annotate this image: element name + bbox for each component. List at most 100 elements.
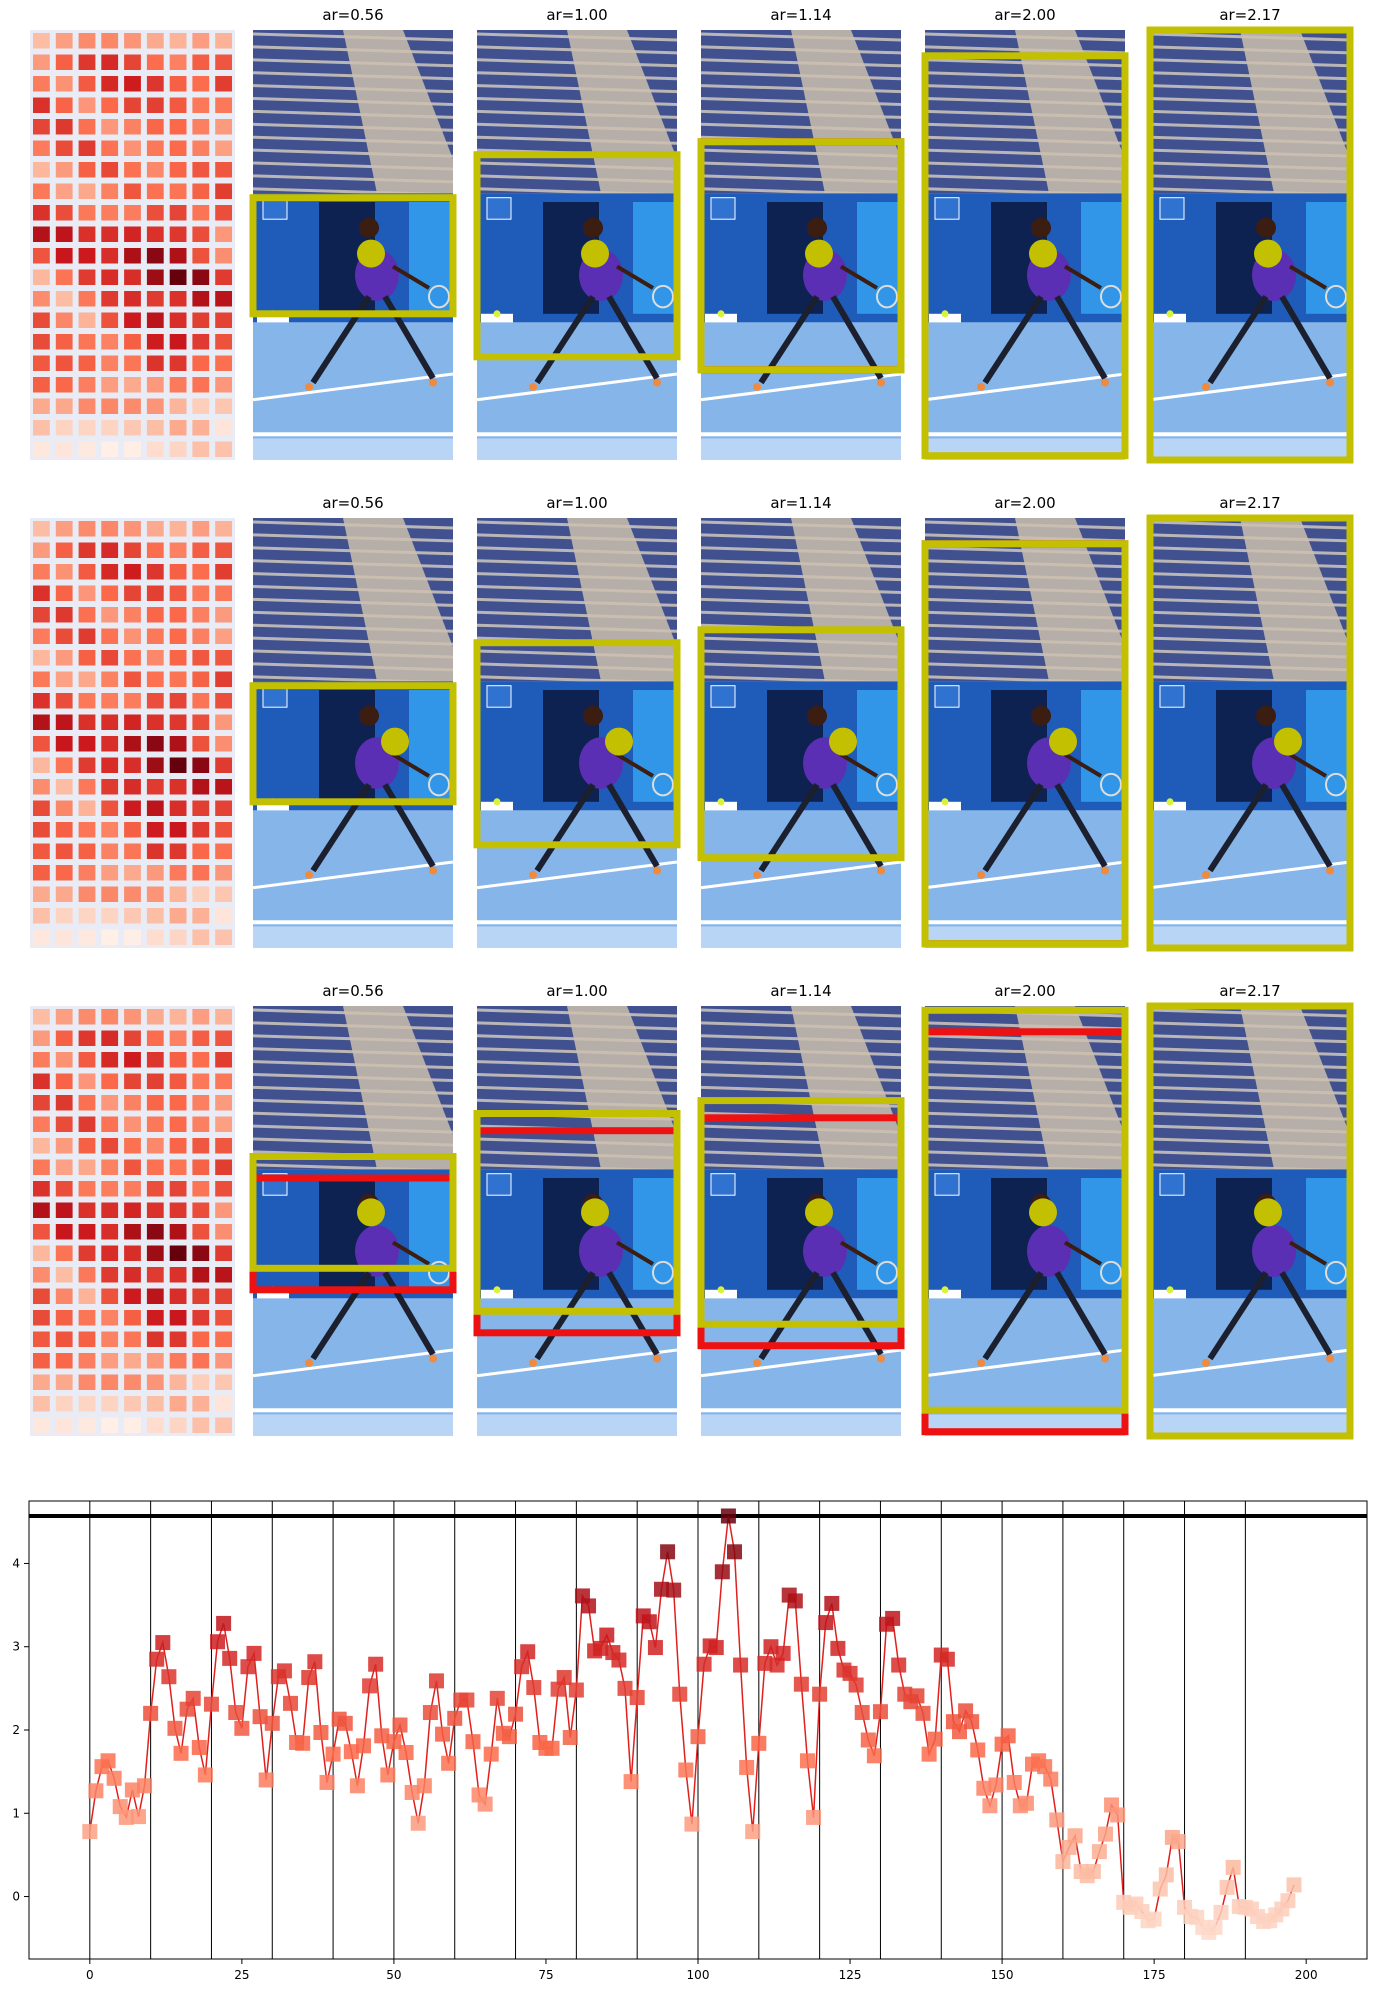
- heatmap-cell: [146, 800, 164, 816]
- heatmap-cell: [33, 1009, 50, 1025]
- data-point-marker: [757, 1655, 773, 1671]
- heatmap-cell: [124, 205, 141, 221]
- heatmap-cell: [124, 97, 141, 113]
- heatmap-cell: [124, 248, 141, 264]
- heatmap-cell: [215, 1331, 232, 1347]
- heatmap-cell: [215, 1353, 232, 1369]
- heatmap-cell: [124, 736, 141, 752]
- data-point-marker: [988, 1777, 1004, 1793]
- heatmap-cell: [33, 205, 50, 221]
- yellow-crop-box: [249, 194, 457, 318]
- x-tick-label: 100: [687, 1968, 710, 1982]
- yellow-crop-box: [697, 626, 905, 862]
- heatmap-cell: [146, 1288, 164, 1304]
- heatmap-cell: [101, 1353, 119, 1369]
- heatmap-cell: [192, 1331, 210, 1347]
- heatmap-cell: [78, 1159, 96, 1175]
- data-point-marker: [386, 1734, 402, 1750]
- heatmap-cell: [33, 334, 50, 350]
- yellow-crop-box: [697, 138, 905, 374]
- heatmap-cell: [101, 33, 119, 49]
- heatmap-cell: [33, 693, 50, 709]
- heatmap-cell: [169, 1138, 187, 1154]
- heatmap-cell: [124, 291, 141, 307]
- data-point-marker: [1097, 1826, 1113, 1842]
- heatmap-cell: [215, 54, 232, 70]
- heatmap-cell: [33, 1138, 50, 1154]
- x-axis-ticks: 0 25 50 75 100 125 150 175 200: [86, 1959, 1318, 1982]
- heatmap-cell: [33, 1116, 50, 1132]
- heatmap-cell: [215, 291, 232, 307]
- data-point-marker: [404, 1784, 420, 1800]
- heatmap-cell: [124, 1245, 141, 1261]
- heatmap-cell: [33, 1331, 50, 1347]
- heatmap-cell: [169, 607, 187, 623]
- heatmap-cell: [124, 377, 141, 393]
- heatmap-cell: [192, 226, 210, 242]
- heatmap-cell: [101, 1009, 119, 1025]
- heatmap-cell: [33, 800, 50, 816]
- heatmap-cell: [55, 585, 73, 601]
- crop-panel: ar=2.00: [921, 494, 1129, 948]
- heatmap-cell: [55, 521, 73, 537]
- data-point-marker: [562, 1729, 578, 1745]
- heatmap-cell: [33, 714, 50, 730]
- heatmap-cell: [55, 1116, 73, 1132]
- heatmap-cell: [146, 377, 164, 393]
- heatmap-cell: [215, 822, 232, 838]
- heatmap-cell: [146, 398, 164, 414]
- data-point-marker: [465, 1734, 481, 1750]
- heatmap-cell: [169, 1374, 187, 1390]
- heatmap-cell: [101, 97, 119, 113]
- heatmap-cell: [33, 1202, 50, 1218]
- heatmap-cell: [55, 162, 73, 178]
- heatmap-cell: [146, 205, 164, 221]
- data-point-marker: [410, 1815, 426, 1831]
- heatmap-cell: [192, 248, 210, 264]
- heatmap-cell: [78, 1202, 96, 1218]
- heatmap-cell: [169, 929, 187, 945]
- focus-dot: [381, 727, 409, 756]
- heatmap-cell: [192, 542, 210, 558]
- heatmap-cell: [33, 355, 50, 371]
- heatmap-cell: [55, 54, 73, 70]
- data-point-marker: [514, 1659, 530, 1675]
- heatmap-cell: [169, 1224, 187, 1240]
- heatmap-cell: [33, 248, 50, 264]
- heatmap-cell: [169, 714, 187, 730]
- heatmap-cell: [192, 908, 210, 924]
- y-axis-ticks: 0 1 2 3 4: [12, 1556, 29, 1904]
- heatmap-cell: [124, 162, 141, 178]
- heatmap-cell: [192, 521, 210, 537]
- data-point-marker: [690, 1729, 706, 1745]
- data-point-marker: [88, 1783, 104, 1799]
- heatmap-cell: [169, 1353, 187, 1369]
- data-point-marker: [830, 1640, 846, 1656]
- heatmap-cell: [33, 1396, 50, 1412]
- data-point-marker: [191, 1739, 207, 1755]
- heatmap-cell: [124, 929, 141, 945]
- heatmap-cell: [124, 1288, 141, 1304]
- heatmap-cell: [192, 1116, 210, 1132]
- heatmap-cell: [124, 1009, 141, 1025]
- heatmap-cell: [169, 291, 187, 307]
- heatmap-cell: [146, 1052, 164, 1068]
- heatmap-cell: [192, 1030, 210, 1046]
- data-point-marker: [684, 1816, 700, 1832]
- data-point-marker: [319, 1774, 335, 1790]
- heatmap-cell: [146, 1009, 164, 1025]
- heatmap-cell: [192, 714, 210, 730]
- heatmap-cell: [55, 1181, 73, 1197]
- heatmap-cell: [124, 312, 141, 328]
- heatmap-cell: [33, 312, 50, 328]
- heatmap-cell: [78, 736, 96, 752]
- data-point-marker: [775, 1645, 791, 1661]
- heatmap-cell: [215, 119, 232, 135]
- yellow-crop-box: [921, 52, 1129, 460]
- heatmap-cell: [215, 97, 232, 113]
- heatmap-cell: [215, 1374, 232, 1390]
- heatmap-cell: [55, 908, 73, 924]
- heatmap-cell: [169, 334, 187, 350]
- heatmap-cell: [124, 1030, 141, 1046]
- heatmap-cell: [169, 693, 187, 709]
